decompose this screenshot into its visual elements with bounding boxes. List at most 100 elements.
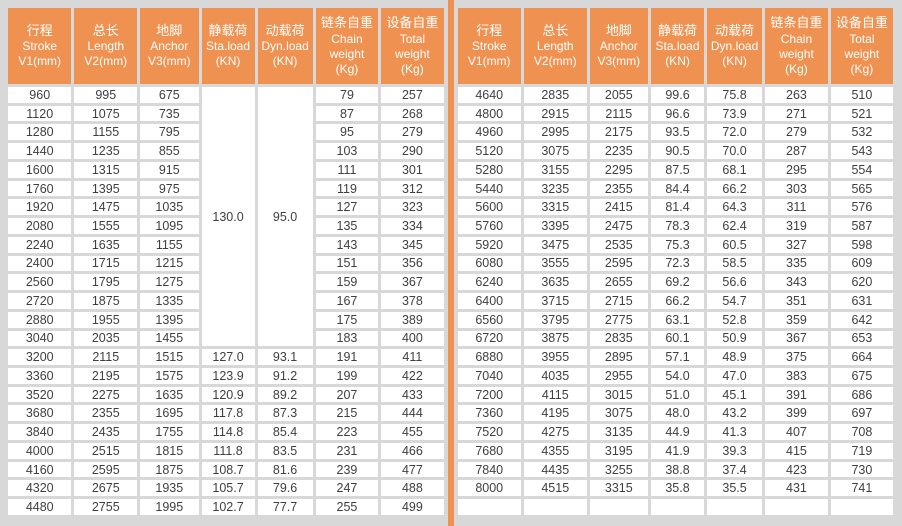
table-cell: 303 bbox=[765, 180, 828, 197]
table-row bbox=[457, 499, 893, 515]
header-line: 地脚 bbox=[605, 22, 632, 38]
table-cell: 3475 bbox=[523, 236, 587, 253]
table-cell: 81.4 bbox=[651, 199, 705, 216]
table-cell: 2755 bbox=[74, 499, 138, 515]
table-cell: 1120 bbox=[8, 105, 72, 122]
table-divider bbox=[447, 0, 454, 526]
table-cell: 68.1 bbox=[707, 161, 763, 178]
header-line: Dyn.load bbox=[710, 39, 759, 54]
header-line: (KN) bbox=[665, 54, 690, 69]
spec-table-right-header: 行程 Stroke V1(mm) 总长 Length V2(mm) 地脚 Anchor V3(m… bbox=[457, 8, 893, 84]
table-cell: 389 bbox=[381, 311, 444, 328]
table-cell: 1555 bbox=[74, 218, 138, 234]
table-row: 5600 3315 2415 81.4 64.3 311 576 bbox=[457, 199, 893, 216]
table-cell: 455 bbox=[381, 424, 444, 440]
table-cell: 54.0 bbox=[651, 368, 705, 384]
table-cell: 57.1 bbox=[651, 349, 705, 366]
header-line: Total bbox=[399, 31, 426, 46]
table-cell: 3075 bbox=[589, 405, 649, 422]
table-cell: 1795 bbox=[74, 274, 138, 291]
column-header: 静载荷 Sta.load (KN) bbox=[651, 8, 705, 84]
table-cell: 2295 bbox=[589, 161, 649, 178]
column-header: 行程 Stroke V1(mm) bbox=[457, 8, 521, 84]
table-cell: 3520 bbox=[8, 386, 72, 403]
table-cell: 1280 bbox=[8, 124, 72, 141]
table-cell: 38.8 bbox=[651, 461, 705, 478]
table-cell: 35.5 bbox=[707, 480, 763, 497]
table-cell: 151 bbox=[315, 255, 379, 272]
table-cell: 2595 bbox=[589, 255, 649, 272]
table-cell: 135 bbox=[315, 218, 379, 234]
table-row: 2560 1795 1275 159 367 bbox=[8, 274, 444, 291]
table-cell: 391 bbox=[765, 386, 828, 403]
table-cell: 175 bbox=[315, 311, 379, 328]
table-cell: 1335 bbox=[140, 293, 199, 309]
table-cell: 39.3 bbox=[707, 442, 763, 459]
header-line: weight bbox=[779, 46, 814, 61]
table-row: 7040 4035 2955 54.0 47.0 383 675 bbox=[457, 368, 893, 384]
table-cell: 399 bbox=[765, 405, 828, 422]
table-cell: 2880 bbox=[8, 311, 72, 328]
table-cell: 3235 bbox=[523, 180, 587, 197]
table-cell: 3040 bbox=[8, 330, 72, 347]
table-cell: 2175 bbox=[589, 124, 649, 141]
table-cell: 3680 bbox=[8, 405, 72, 422]
table-cell: 301 bbox=[381, 161, 444, 178]
table-cell: 565 bbox=[830, 180, 893, 197]
table-cell: 664 bbox=[830, 349, 893, 366]
table-cell: 741 bbox=[830, 480, 893, 497]
column-header: 静载荷 Sta.load (KN) bbox=[201, 8, 255, 84]
table-cell: 351 bbox=[765, 293, 828, 309]
table-row: 6720 3875 2835 60.1 50.9 367 653 bbox=[457, 330, 893, 347]
table-cell: 247 bbox=[315, 480, 379, 497]
table-cell: 1215 bbox=[140, 255, 199, 272]
table-cell: 7200 bbox=[457, 386, 521, 403]
table-cell: 102.7 bbox=[201, 499, 255, 515]
table-cell: 62.4 bbox=[707, 218, 763, 234]
table-cell: 263 bbox=[765, 87, 828, 103]
table-cell: 375 bbox=[765, 349, 828, 366]
table-cell: 2655 bbox=[589, 274, 649, 291]
table-cell: 4160 bbox=[8, 461, 72, 478]
header-line: weight bbox=[844, 46, 880, 61]
table-cell: 207 bbox=[315, 386, 379, 403]
table-row: 3040 2035 1455 183 400 bbox=[8, 330, 444, 347]
header-line: Stroke bbox=[471, 39, 507, 54]
table-cell: 4480 bbox=[8, 499, 72, 515]
table-cell: 4355 bbox=[523, 442, 587, 459]
table-cell: 735 bbox=[140, 105, 199, 122]
table-row: 6400 3715 2715 66.2 54.7 351 631 bbox=[457, 293, 893, 309]
table-cell: 1815 bbox=[140, 442, 199, 459]
table-cell: 3955 bbox=[523, 349, 587, 366]
table-cell: 995 bbox=[74, 87, 138, 103]
header-row: 行程 Stroke V1(mm) 总长 Length V2(mm) 地脚 Anchor V3(m… bbox=[8, 8, 444, 84]
table-cell: 2995 bbox=[523, 124, 587, 141]
table-cell: 85.4 bbox=[257, 424, 313, 440]
table-cell: 1440 bbox=[8, 143, 72, 159]
table-cell: 66.2 bbox=[651, 293, 705, 309]
table-cell: 356 bbox=[381, 255, 444, 272]
header-line: (KN) bbox=[215, 54, 241, 69]
table-cell: 2240 bbox=[8, 236, 72, 253]
table-cell: 70.0 bbox=[707, 143, 763, 159]
table-cell: 4800 bbox=[457, 105, 521, 122]
table-cell: 290 bbox=[381, 143, 444, 159]
table-cell: 44.9 bbox=[651, 424, 705, 440]
table-cell: 311 bbox=[765, 199, 828, 216]
table-cell: 255 bbox=[315, 499, 379, 515]
table-cell: 1155 bbox=[74, 124, 138, 141]
table-cell: 2115 bbox=[589, 105, 649, 122]
table-cell bbox=[830, 499, 893, 515]
table-row: 3200 2115 1515 127.0 93.1 191 411 bbox=[8, 349, 444, 366]
table-cell: 686 bbox=[830, 386, 893, 403]
table-cell: 2675 bbox=[74, 480, 138, 497]
table-cell: 63.1 bbox=[651, 311, 705, 328]
table-cell: 2475 bbox=[589, 218, 649, 234]
table-cell: 6560 bbox=[457, 311, 521, 328]
table-cell: 108.7 bbox=[201, 461, 255, 478]
table-row: 4160 2595 1875 108.7 81.6 239 477 bbox=[8, 461, 444, 478]
table-cell: 795 bbox=[140, 124, 199, 141]
table-cell: 2895 bbox=[589, 349, 649, 366]
table-cell: 2400 bbox=[8, 255, 72, 272]
